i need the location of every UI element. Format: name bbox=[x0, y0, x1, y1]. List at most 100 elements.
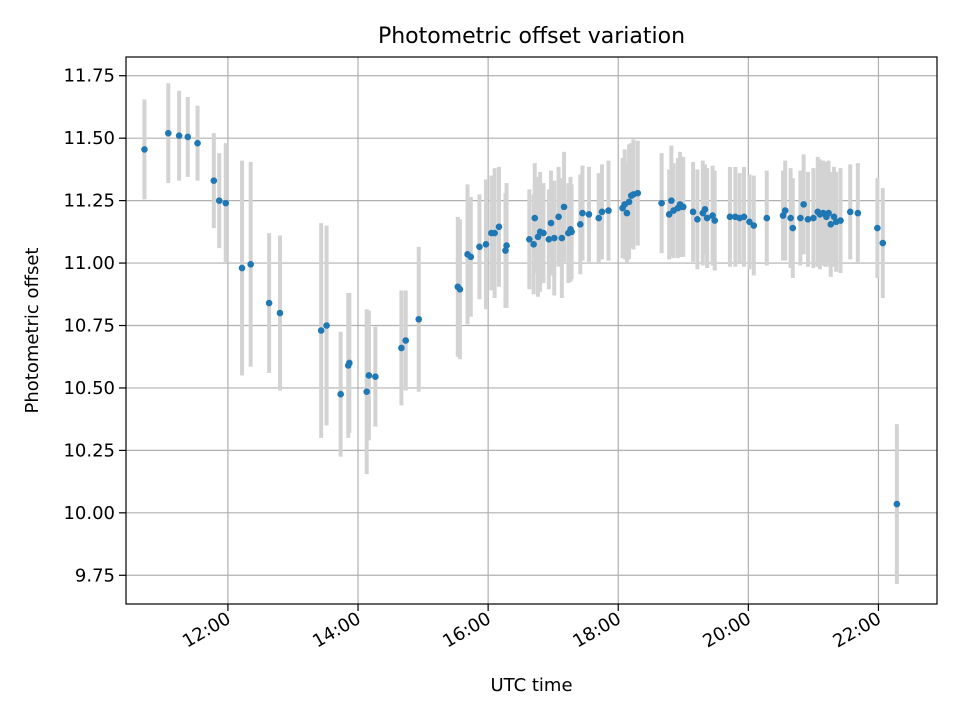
data-point bbox=[346, 359, 353, 367]
data-point bbox=[363, 388, 370, 395]
y-axis-label: Photometric offset bbox=[22, 248, 43, 414]
data-point bbox=[787, 214, 794, 222]
x-axis-ticks: 12:00 14:00 16:00 18:00 20:00 22:00 bbox=[179, 604, 885, 652]
x-tick-label: 16:00 bbox=[439, 608, 494, 652]
grid bbox=[126, 57, 937, 604]
y-tick-label: 11.50 bbox=[63, 128, 115, 149]
y-tick-label: 9.75 bbox=[75, 565, 115, 586]
data-point bbox=[779, 212, 787, 219]
y-tick-label: 10.00 bbox=[63, 503, 115, 524]
data-point bbox=[668, 197, 675, 204]
data-point bbox=[545, 236, 553, 243]
y-tick-label: 11.00 bbox=[63, 253, 115, 274]
data-point bbox=[837, 217, 844, 224]
data-point bbox=[276, 309, 284, 317]
data-point bbox=[175, 132, 183, 139]
data-point bbox=[750, 222, 758, 229]
x-tick-label: 20:00 bbox=[699, 608, 754, 652]
error-bars bbox=[142, 83, 899, 585]
data-point bbox=[726, 213, 734, 221]
data-point bbox=[503, 242, 510, 249]
data-point bbox=[540, 229, 547, 237]
data-point bbox=[222, 199, 230, 207]
data-point bbox=[456, 285, 464, 293]
data-point bbox=[763, 214, 771, 222]
data-point bbox=[665, 211, 673, 218]
data-point bbox=[476, 243, 483, 251]
data-point bbox=[210, 177, 218, 184]
y-tick-label: 10.25 bbox=[63, 440, 115, 461]
data-point bbox=[317, 327, 325, 334]
data-point bbox=[372, 373, 379, 381]
data-point bbox=[555, 213, 562, 221]
data-point bbox=[893, 500, 901, 508]
data-point bbox=[164, 129, 172, 137]
data-point bbox=[467, 253, 475, 261]
data-point bbox=[797, 214, 804, 222]
data-point bbox=[781, 207, 789, 214]
data-point bbox=[854, 209, 862, 217]
data-point bbox=[194, 139, 201, 147]
data-point bbox=[141, 146, 148, 153]
data-point bbox=[874, 224, 881, 232]
y-tick-label: 11.75 bbox=[63, 66, 115, 87]
data-point bbox=[247, 261, 254, 268]
data-point bbox=[337, 390, 344, 398]
data-point bbox=[709, 212, 716, 219]
data-point bbox=[800, 201, 807, 208]
data-point bbox=[830, 213, 838, 221]
data-point bbox=[694, 216, 701, 223]
y-tick-label: 10.75 bbox=[63, 316, 115, 337]
data-point bbox=[323, 322, 330, 329]
data-point bbox=[703, 214, 711, 222]
data-point bbox=[623, 209, 631, 217]
data-points bbox=[141, 129, 901, 508]
data-point bbox=[550, 234, 558, 242]
data-point bbox=[265, 299, 273, 307]
data-point bbox=[598, 208, 606, 216]
data-point bbox=[402, 337, 410, 344]
data-point bbox=[740, 213, 748, 221]
axes-frame bbox=[125, 56, 938, 605]
data-point bbox=[810, 214, 817, 222]
data-point bbox=[415, 315, 423, 323]
data-point bbox=[789, 224, 797, 232]
data-point bbox=[701, 206, 709, 213]
data-point bbox=[531, 214, 539, 222]
data-point bbox=[579, 209, 586, 217]
data-point bbox=[558, 234, 566, 242]
data-point bbox=[827, 221, 835, 228]
x-tick-label: 12:00 bbox=[179, 608, 234, 652]
y-tick-label: 10.50 bbox=[63, 378, 115, 399]
x-tick-label: 18:00 bbox=[569, 608, 624, 652]
x-tick-label: 14:00 bbox=[309, 608, 364, 652]
data-point bbox=[495, 223, 503, 231]
data-point bbox=[846, 208, 854, 216]
data-point bbox=[595, 214, 603, 222]
data-point bbox=[625, 198, 633, 206]
data-point bbox=[879, 239, 887, 247]
data-point bbox=[365, 372, 373, 379]
data-point bbox=[568, 228, 575, 236]
data-point bbox=[711, 217, 719, 224]
data-point bbox=[605, 207, 612, 214]
data-point bbox=[804, 216, 812, 223]
data-point bbox=[526, 236, 533, 243]
data-point bbox=[689, 208, 697, 216]
y-axis-ticks: 9.75 10.00 10.25 10.50 10.75 11.00 11.25 11.50 1… bbox=[63, 66, 126, 586]
chart-title: Photometric offset variation bbox=[378, 24, 685, 49]
y-tick-label: 11.25 bbox=[63, 191, 115, 212]
data-point bbox=[398, 344, 405, 352]
data-point bbox=[585, 211, 593, 218]
data-point bbox=[746, 218, 753, 226]
x-tick-label: 22:00 bbox=[830, 608, 885, 652]
data-point bbox=[215, 197, 223, 204]
data-point bbox=[530, 241, 537, 248]
data-point bbox=[560, 203, 568, 211]
data-point bbox=[491, 229, 498, 237]
data-point bbox=[576, 221, 584, 228]
data-point bbox=[534, 233, 542, 241]
data-point bbox=[184, 133, 192, 141]
